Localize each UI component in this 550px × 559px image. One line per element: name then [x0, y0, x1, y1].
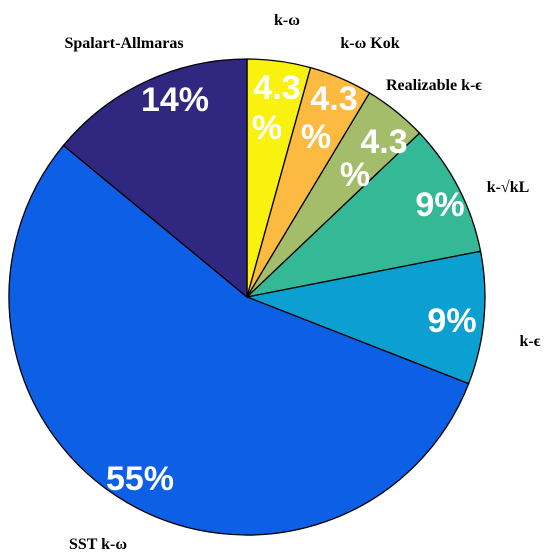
- pie-slices: [8, 58, 486, 536]
- pie-slice-k: [244, 250, 486, 385]
- value-label-realizable-k: 4.3%: [340, 123, 408, 194]
- value-label-sst-k: 55%: [106, 460, 174, 498]
- value-label-k: 4.3%: [252, 69, 301, 147]
- pie-slice-sst-k: [8, 144, 470, 536]
- value-label-k-kl: 9%: [415, 186, 464, 224]
- pie-value-labels: 4.3 %4.3% 4.3 %9%9%55%14%: [106, 69, 477, 498]
- value-label-k: 9%: [427, 302, 476, 340]
- category-label-spalart-allmaras: Spalart-Allmaras: [64, 35, 183, 52]
- category-label-k-kok: k-ω Kok: [340, 35, 399, 52]
- category-label-k: k-ϵ: [520, 333, 541, 350]
- pie-slice-k-kl: [244, 132, 482, 299]
- pie-slice-spalart-allmaras: [62, 58, 248, 299]
- value-label-spalart-allmaras: 14%: [141, 81, 209, 119]
- category-label-realizable-k: Realizable k-ϵ: [386, 77, 482, 94]
- pie-category-labels: k-ω k-ω Kok Realizable k-ϵ k-√kL k-ϵ SST k-ω S…: [64, 12, 540, 553]
- value-label-k-kok: 4.3%: [301, 80, 358, 156]
- category-label-k-kl: k-√kL: [487, 179, 530, 196]
- category-label-k: k-ω: [274, 12, 300, 29]
- category-label-sst-k: SST k-ω: [69, 536, 127, 553]
